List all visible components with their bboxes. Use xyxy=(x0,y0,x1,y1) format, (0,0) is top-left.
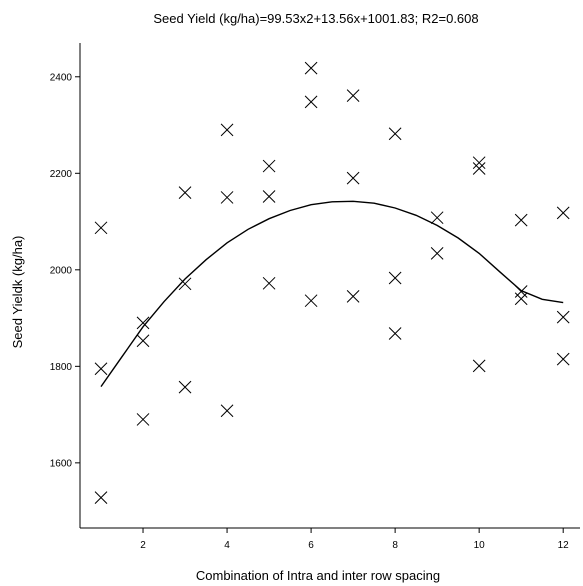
y-axis-ticks: 1600 1800 2000 2200 2400 xyxy=(50,72,80,469)
data-points xyxy=(94,61,570,504)
data-point-marker xyxy=(388,127,402,141)
data-point-marker xyxy=(388,271,402,285)
chart-title: Seed Yield (kg/ha)=99.53x2+13.56x+1001.8… xyxy=(153,11,478,26)
x-tick-label: 2 xyxy=(140,540,146,551)
data-point-marker xyxy=(346,290,360,303)
x-axis-label: Combination of Intra and inter row spaci… xyxy=(196,568,440,583)
data-point-marker xyxy=(304,61,318,75)
data-point-marker xyxy=(220,404,234,418)
data-point-marker xyxy=(514,292,528,306)
y-tick-label: 1800 xyxy=(50,362,73,373)
data-point-marker xyxy=(346,171,360,185)
x-tick-label: 6 xyxy=(308,540,314,551)
x-tick-label: 8 xyxy=(392,540,398,551)
data-point-marker xyxy=(220,191,234,204)
data-point-marker xyxy=(556,310,570,324)
data-point-marker xyxy=(304,294,318,308)
data-point-marker xyxy=(178,277,192,291)
x-tick-label: 10 xyxy=(474,540,486,551)
data-point-marker xyxy=(136,334,150,348)
data-point-marker xyxy=(304,95,318,109)
y-tick-label: 2000 xyxy=(50,265,73,276)
data-point-marker xyxy=(94,221,108,235)
data-point-marker xyxy=(472,359,486,373)
data-point-marker xyxy=(262,159,276,173)
trend-curve xyxy=(100,200,564,388)
y-tick-label: 2400 xyxy=(50,72,73,83)
x-tick-label: 4 xyxy=(224,540,230,551)
data-point-marker xyxy=(346,89,360,102)
data-point-marker xyxy=(262,190,276,203)
data-point-marker xyxy=(388,327,402,340)
data-point-marker xyxy=(178,380,192,394)
y-tick-label: 1600 xyxy=(50,458,73,469)
data-point-marker xyxy=(556,352,570,366)
data-point-marker xyxy=(136,413,150,426)
y-tick-label: 2200 xyxy=(50,169,73,180)
x-tick-label: 12 xyxy=(558,540,570,551)
data-point-marker xyxy=(430,247,444,260)
x-axis-ticks: 2 4 6 8 10 12 xyxy=(140,528,569,551)
data-point-marker xyxy=(472,162,486,175)
data-point-marker xyxy=(514,213,528,227)
data-point-marker xyxy=(94,362,108,376)
data-point-marker xyxy=(262,276,276,290)
data-point-marker xyxy=(556,206,570,220)
data-point-marker xyxy=(220,123,234,137)
data-point-marker xyxy=(472,156,486,170)
y-axis-label: Seed Yieldk (kg/ha) xyxy=(10,236,25,349)
data-point-marker xyxy=(430,211,444,225)
data-point-marker xyxy=(94,491,108,504)
data-point-marker xyxy=(136,316,150,330)
data-point-marker xyxy=(178,186,192,199)
